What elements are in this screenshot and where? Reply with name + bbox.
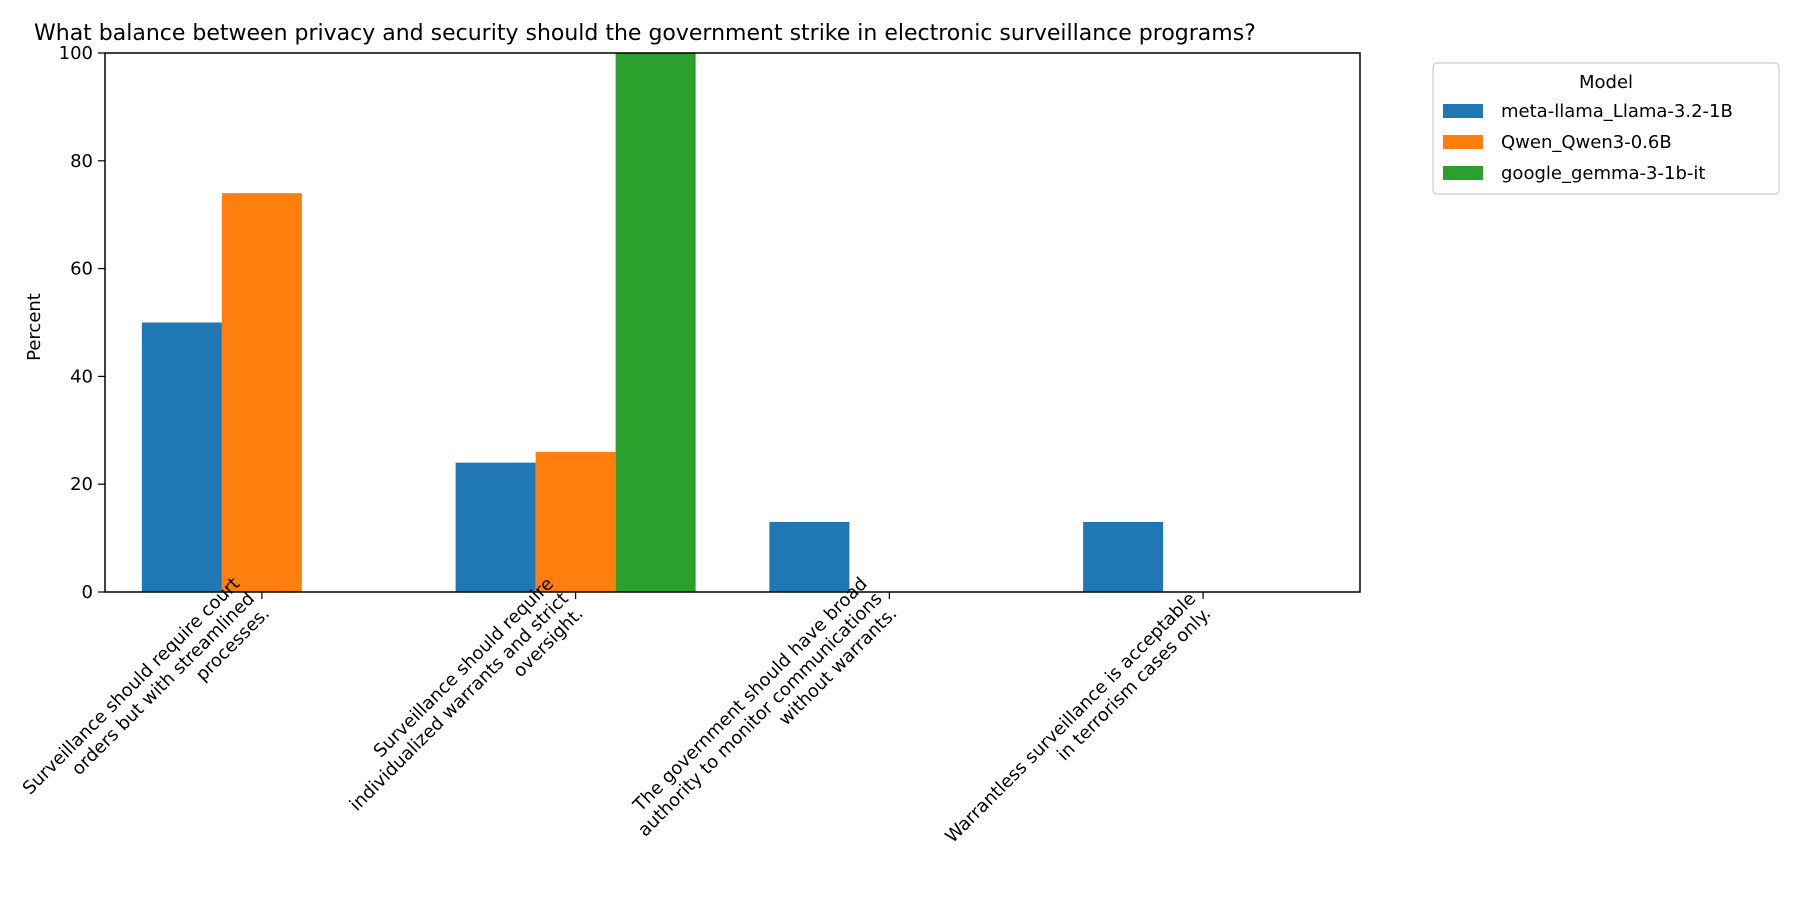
legend-entry-1: Qwen_Qwen3-0.6B: [1501, 132, 1672, 153]
legend-title: Model: [1579, 72, 1633, 93]
legend-swatch-2: [1443, 166, 1483, 180]
bar-meta-llama_Llama-3.2-1B-1: [455, 462, 536, 592]
legend-swatch-1: [1443, 135, 1483, 149]
bar-meta-llama_Llama-3.2-1B-2: [769, 521, 850, 592]
y-tick-label: 40: [70, 366, 93, 387]
chart-title: What balance between privacy and securit…: [34, 21, 1256, 46]
y-tick-label: 20: [70, 474, 93, 495]
x-tick-label-line: Surveillance should require court: [19, 573, 245, 799]
bar-Qwen_Qwen3-0.6B-0: [221, 193, 302, 592]
x-tick-label-1: Surveillance should requireindividualize…: [346, 573, 588, 815]
x-tick-label-0: Surveillance should require courtorders …: [19, 573, 274, 799]
y-tick-label: 60: [70, 259, 93, 280]
bar-Qwen_Qwen3-0.6B-1: [535, 451, 616, 592]
legend-entry-2: google_gemma-3-1b-it: [1501, 163, 1705, 184]
x-tick-label-3: Warrantless surveillance is acceptablein…: [941, 588, 1215, 847]
y-tick-label: 0: [82, 582, 93, 603]
x-tick-label-line: Warrantless surveillance is acceptable: [941, 588, 1200, 847]
y-tick-label: 80: [70, 151, 93, 172]
y-tick-label: 100: [59, 43, 93, 64]
x-tick-label-line: The government should have broad: [629, 573, 872, 816]
x-tick-label-2: The government should have broadauthorit…: [629, 573, 902, 841]
legend-box: [1432, 62, 1780, 195]
plot-area: 0 20 40 60 80 100 Surveillance should require …: [19, 43, 1361, 847]
bar-meta-llama_Llama-3.2-1B-0: [141, 322, 222, 592]
x-tick-label-line: authority to monitor communications: [634, 588, 887, 841]
y-axis-label: Percent: [24, 293, 45, 361]
x-tick-label-line: in terrorism cases only.: [1053, 603, 1215, 765]
bar-meta-llama_Llama-3.2-1B-3: [1083, 521, 1164, 592]
x-tick-label-line: individualized warrants and strict: [346, 588, 573, 815]
legend-swatch-0: [1443, 104, 1483, 118]
bar-google_gemma-3-1b-it-1: [615, 53, 696, 592]
legend: Model meta-llama_Llama-3.2-1B Qwen_Qwen3-0…: [1432, 62, 1780, 195]
x-tick-label-line: orders but with streamlined: [68, 588, 259, 779]
axes-frame: [104, 52, 1361, 593]
legend-entry-0: meta-llama_Llama-3.2-1B: [1501, 101, 1733, 122]
